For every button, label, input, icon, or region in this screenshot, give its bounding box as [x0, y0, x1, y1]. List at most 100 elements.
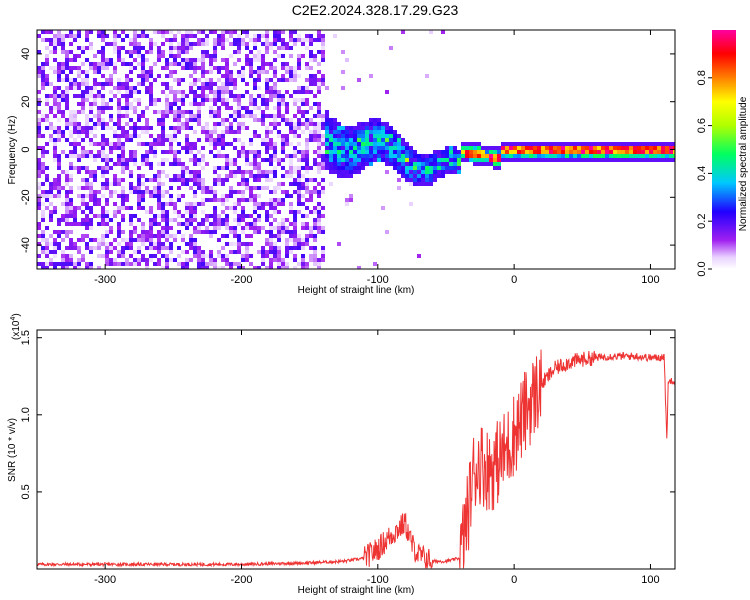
spectrogram-cell	[165, 98, 169, 102]
spectrogram-cell	[241, 266, 245, 269]
spectrogram-cell	[213, 50, 217, 54]
y-tick-label: 1.0	[20, 407, 32, 422]
spectrogram-cell	[297, 38, 301, 42]
spectrogram-cell	[253, 58, 257, 62]
spectrogram-cell	[129, 238, 133, 242]
spectrogram-cell	[249, 198, 253, 202]
spectrogram-cell	[269, 254, 273, 258]
spectrogram-cell	[237, 34, 241, 38]
spectrogram-cell	[137, 234, 141, 238]
spectrogram-cell	[313, 218, 317, 222]
spectrogram-cell	[61, 62, 65, 66]
spectrogram-cell	[149, 46, 153, 50]
spectrogram-cell	[269, 78, 273, 82]
spectrogram-cell	[53, 138, 57, 142]
spectrogram-cell	[53, 114, 57, 118]
spectrogram-cell	[233, 226, 237, 230]
spectrogram-cell	[189, 218, 193, 222]
spectrogram-cell	[269, 62, 273, 66]
spectrogram-cell	[273, 198, 277, 202]
spectrogram-cell	[149, 98, 153, 102]
spectrogram-cell	[225, 102, 229, 106]
spectrogram-cell	[233, 146, 237, 150]
spectrogram-cell	[321, 190, 325, 194]
spectrogram-cell	[161, 230, 165, 234]
spectrogram-cell	[293, 246, 297, 250]
spectrogram-cell	[133, 126, 137, 130]
spectrogram-cell	[125, 82, 129, 86]
spectrogram-cell	[261, 226, 265, 230]
spectrogram-cell	[285, 62, 289, 66]
spectrogram-cell	[157, 110, 161, 114]
spectrogram-cell	[185, 126, 189, 130]
spectrogram-cell	[129, 170, 133, 174]
spectrogram-cell	[121, 106, 125, 110]
spectrogram-cell	[445, 150, 449, 154]
spectrogram-cell	[133, 38, 137, 42]
spectrogram-cell	[209, 110, 213, 114]
spectrogram-cell	[85, 86, 89, 90]
spectrogram-cell	[213, 230, 217, 234]
spectrogram-cell	[281, 74, 285, 78]
spectrogram-cell	[113, 30, 117, 34]
spectrogram-cell	[629, 150, 633, 154]
spectrogram-cell	[185, 30, 189, 34]
spectrogram-cell	[317, 106, 321, 110]
spectrogram-cell	[357, 146, 361, 150]
spectrogram-cell	[37, 134, 41, 138]
spectrogram-cell	[241, 214, 245, 218]
spectrogram-cell	[209, 98, 213, 102]
spectrogram-cell	[361, 162, 365, 166]
spectrogram-cell	[233, 98, 237, 102]
spectrogram-cell	[165, 202, 169, 206]
spectrogram-cell	[225, 262, 229, 266]
spectrogram-cell	[281, 266, 285, 269]
spectrogram-cell	[217, 114, 221, 118]
spectrogram-cell	[117, 242, 121, 246]
spectrogram-cell	[377, 158, 381, 162]
spectrogram-cell	[209, 190, 213, 194]
spectrogram-cell	[321, 46, 325, 50]
spectrogram-cell	[217, 238, 221, 242]
spectrogram-cell	[237, 182, 241, 186]
spectrogram-cell	[237, 58, 241, 62]
spectrogram-cell	[81, 50, 85, 54]
spectrogram-cell	[113, 162, 117, 166]
spectrogram-cell	[213, 226, 217, 230]
spectrogram-cell	[69, 202, 73, 206]
y-tick-label: -40	[20, 237, 32, 253]
spectrogram-cell	[221, 218, 225, 222]
spectrogram-cell	[169, 142, 173, 146]
spectrogram-cell	[221, 194, 225, 198]
spectrogram-cell	[449, 158, 453, 162]
spectrogram-cell	[101, 174, 105, 178]
spectrogram-cell	[229, 190, 233, 194]
spectrogram-cell	[369, 154, 373, 158]
spectrogram-cell	[213, 94, 217, 98]
spectrogram-cell	[325, 130, 329, 134]
spectrogram-cell	[265, 230, 269, 234]
spectrogram-cell	[141, 154, 145, 158]
spectrogram-cell	[69, 58, 73, 62]
spectrogram-cell	[229, 194, 233, 198]
spectrogram-cell	[225, 218, 229, 222]
spectrogram-cell	[53, 94, 57, 98]
spectrogram-cell	[73, 82, 77, 86]
spectrogram-cell	[137, 190, 141, 194]
spectrogram-cell	[133, 162, 137, 166]
spectrogram-cell	[101, 194, 105, 198]
spectrogram-cell	[85, 226, 89, 230]
spectrogram-cell	[165, 102, 169, 106]
spectrogram-cell	[81, 258, 85, 262]
spectrogram-cell	[297, 158, 301, 162]
spectrogram-cell	[121, 134, 125, 138]
spectrogram-cell	[53, 178, 57, 182]
spectrogram-cell	[257, 38, 261, 42]
spectrogram-cell	[585, 146, 589, 150]
spectrogram-cell	[169, 234, 173, 238]
spectrogram-cell	[409, 202, 413, 206]
spectrogram-cell	[257, 178, 261, 182]
spectrogram-cell	[157, 246, 161, 250]
spectrogram-cell	[353, 158, 357, 162]
spectrogram-cell	[181, 38, 185, 42]
